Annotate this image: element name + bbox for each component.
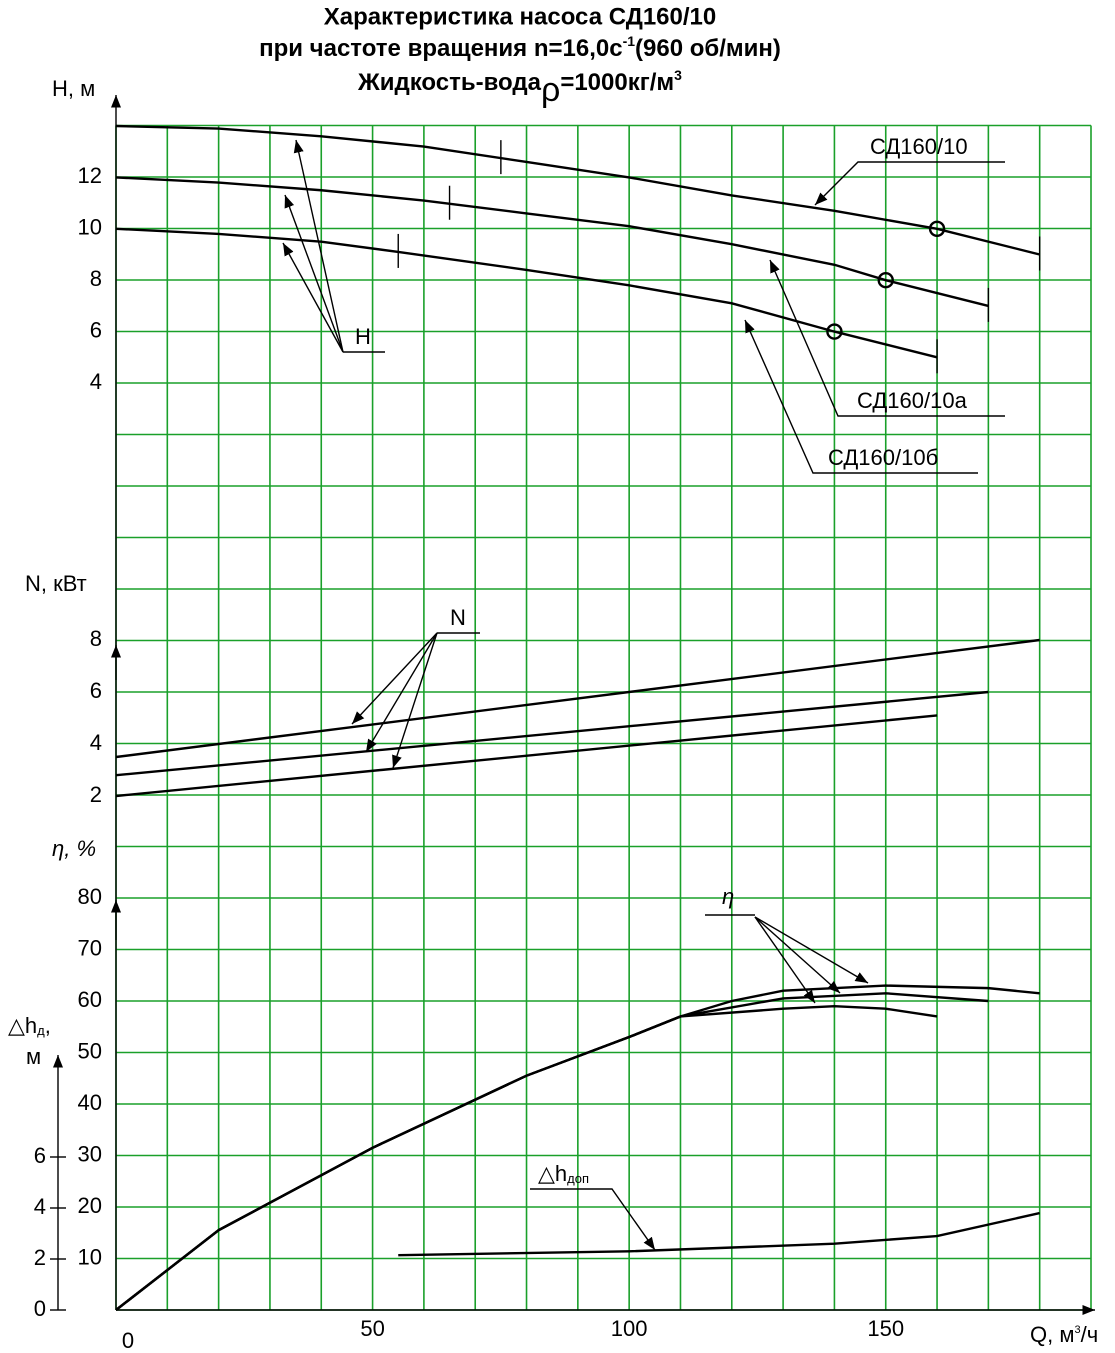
title-line-part: 3 xyxy=(674,67,682,83)
annotation: H xyxy=(355,324,371,349)
x-axis-label-part: Q, м xyxy=(1030,1322,1074,1347)
curve xyxy=(115,176,989,308)
nominal-point xyxy=(826,323,843,340)
leader-line xyxy=(744,319,978,474)
curve xyxy=(115,714,938,798)
leader-line xyxy=(814,161,1005,206)
y-tick-label: 8 xyxy=(90,626,102,651)
y-tick-label: 10 xyxy=(78,215,102,240)
curve xyxy=(115,992,989,1311)
y-tick-label: 30 xyxy=(78,1141,102,1166)
y-tick-label: 70 xyxy=(78,935,102,960)
curve xyxy=(115,124,1040,256)
y-tick-label: 2 xyxy=(90,782,102,807)
series-label: СД160/10а xyxy=(857,388,968,413)
y-tick-label: 2 xyxy=(34,1245,46,1270)
x-axis-label-part: 3 xyxy=(1074,1324,1080,1336)
y-tick-label: 50 xyxy=(78,1038,102,1063)
title-line-part: ρ xyxy=(541,71,560,109)
series-label: СД160/10б xyxy=(828,445,938,470)
annotation-part: доп xyxy=(567,1171,589,1186)
curve xyxy=(115,1004,938,1311)
axis-label-part: , xyxy=(45,1013,51,1038)
y-tick-label: 4 xyxy=(34,1194,46,1219)
y-tick-label: 80 xyxy=(78,884,102,909)
leader-line xyxy=(293,139,344,353)
curve xyxy=(398,1211,1040,1257)
leader-line xyxy=(530,1188,656,1251)
y-tick-label: 20 xyxy=(78,1193,102,1218)
y-tick-label: 4 xyxy=(90,369,102,394)
axis-label: H, м xyxy=(52,76,95,101)
leader-line xyxy=(769,259,1005,417)
axis-label: η, % xyxy=(52,836,96,861)
axis-label: м xyxy=(26,1044,41,1069)
y-tick-label: 8 xyxy=(90,266,102,291)
y-tick-label: 60 xyxy=(78,987,102,1012)
x-axis-label-part: /ч xyxy=(1081,1322,1099,1347)
curve xyxy=(115,227,938,359)
leader-line xyxy=(282,242,344,353)
leader-line xyxy=(284,194,344,353)
y-tick-label: 4 xyxy=(90,730,102,755)
curve xyxy=(115,690,989,777)
leader-line xyxy=(392,632,438,769)
leader-line xyxy=(754,916,841,994)
x-tick-label: 50 xyxy=(360,1316,384,1341)
title-line: Характеристика насоса СД160/10 xyxy=(324,3,716,30)
leader-line xyxy=(365,632,438,753)
curve xyxy=(115,638,1040,759)
title-line: Жидкость-водаρ=1000кг/м3 xyxy=(357,67,682,109)
annotation: N xyxy=(450,605,466,630)
y-tick-label: 40 xyxy=(78,1090,102,1115)
title-line: при частоте вращения n=16,0с-1(960 об/ми… xyxy=(259,33,781,63)
annotation: η xyxy=(722,884,734,909)
y-tick-label: 6 xyxy=(90,317,102,342)
axis-label: N, кВт xyxy=(25,571,87,596)
nominal-point xyxy=(877,272,894,289)
x-tick-label: 0 xyxy=(122,1328,134,1353)
series-label: СД160/10 xyxy=(870,134,968,159)
annotation: △hдоп xyxy=(538,1161,589,1187)
axis-label-part: д xyxy=(37,1023,45,1038)
y-tick-label: 0 xyxy=(34,1296,46,1321)
annotation-part: △h xyxy=(538,1161,567,1186)
title-line-part: -1 xyxy=(623,33,636,49)
title-line-part: (960 об/мин) xyxy=(635,35,781,62)
x-tick-label: 100 xyxy=(611,1316,648,1341)
x-axis-label: Q, м3/ч xyxy=(1030,1322,1098,1347)
title-line-part: при частоте вращения n=16,0с xyxy=(259,35,623,62)
leader-line xyxy=(754,916,869,984)
leader-line xyxy=(351,632,438,725)
y-tick-label: 12 xyxy=(78,163,102,188)
y-tick-label: 6 xyxy=(90,678,102,703)
nominal-point xyxy=(928,220,946,238)
title-line-part: Жидкость-вода xyxy=(357,69,542,96)
axis-label: △hд, xyxy=(8,1013,51,1039)
y-tick-label: 10 xyxy=(78,1244,102,1269)
axis-label-part: △h xyxy=(8,1013,37,1038)
y-tick-label: 6 xyxy=(34,1143,46,1168)
x-tick-label: 150 xyxy=(867,1316,904,1341)
leader-line xyxy=(754,916,816,1004)
title-line-part: =1000кг/м xyxy=(560,69,674,96)
